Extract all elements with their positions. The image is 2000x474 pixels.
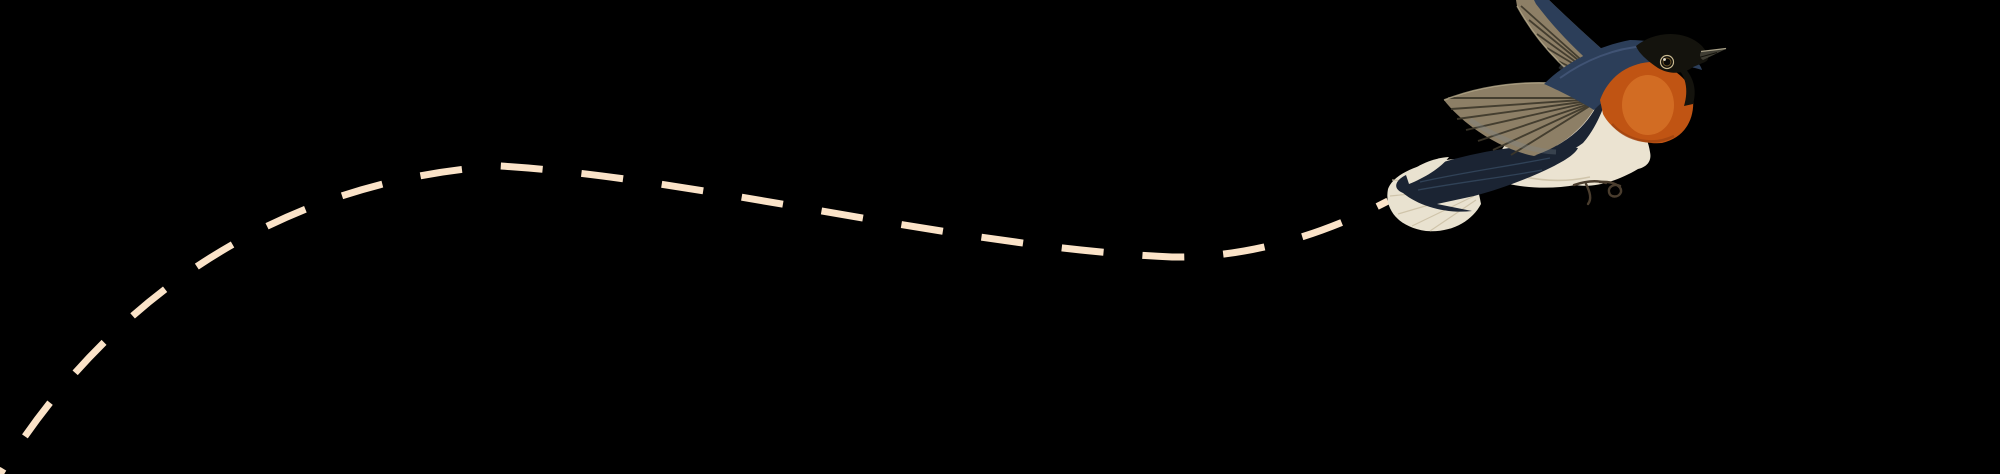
bird-head-cap bbox=[1636, 34, 1709, 73]
bird-eye-iris bbox=[1662, 57, 1672, 67]
flight-path bbox=[0, 162, 1390, 474]
bird-tail-white-tip bbox=[1406, 157, 1449, 184]
bird-eye-glint bbox=[1663, 58, 1666, 61]
bird-chest-shade bbox=[1611, 123, 1675, 143]
bird-chin-strap bbox=[1674, 62, 1695, 106]
flying-bird-illustration bbox=[1387, 0, 1727, 232]
bird-beak-ridge bbox=[1700, 47, 1727, 53]
bird-lower-wing-stripes bbox=[1448, 97, 1597, 156]
bird-beak-gape bbox=[1698, 52, 1718, 58]
bird-tail-streaks bbox=[1417, 157, 1551, 191]
bird-chest-highlight bbox=[1622, 75, 1674, 135]
bird-feet bbox=[1572, 180, 1623, 206]
bird-nape-highlight bbox=[1559, 45, 1646, 79]
bird-eye-ring bbox=[1659, 54, 1675, 70]
